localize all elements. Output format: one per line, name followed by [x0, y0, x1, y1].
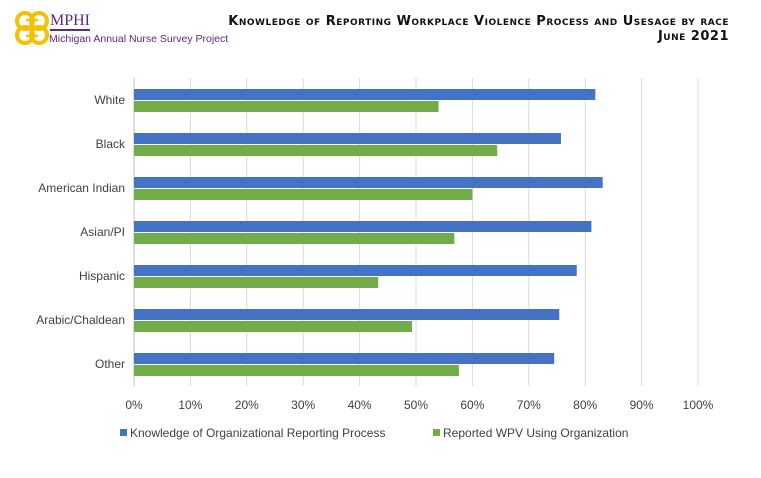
category-label: Hispanic	[79, 269, 125, 283]
bar-reported	[134, 321, 413, 332]
category-label: Asian/PI	[80, 225, 125, 239]
x-tick-label: 60%	[460, 398, 484, 412]
legend-label: Knowledge of Organizational Reporting Pr…	[130, 426, 385, 440]
chart-title: Knowledge of Reporting Workplace Violenc…	[228, 14, 729, 44]
bar-knowledge	[134, 133, 561, 144]
category-label: Arabic/Chaldean	[36, 313, 125, 327]
category-label: Other	[95, 357, 125, 371]
bar-knowledge	[134, 177, 603, 188]
bar-reported	[134, 233, 455, 244]
bar-knowledge	[134, 353, 555, 364]
mphi-logo-icon	[15, 11, 49, 45]
bar-reported	[134, 145, 498, 156]
bar-knowledge	[134, 89, 596, 100]
legend-swatch	[433, 429, 440, 436]
x-tick-label: 70%	[517, 398, 541, 412]
category-label: White	[94, 93, 125, 107]
category-label: Black	[96, 137, 126, 151]
legend-label: Reported WPV Using Organization	[443, 426, 628, 440]
bar-knowledge	[134, 309, 560, 320]
bar-reported	[134, 189, 473, 200]
category-label: American Indian	[38, 181, 125, 195]
x-tick-label: 10%	[178, 398, 202, 412]
x-tick-label: 100%	[683, 398, 714, 412]
x-tick-label: 40%	[348, 398, 372, 412]
logo-text: MPHI	[50, 12, 91, 31]
bar-knowledge	[134, 221, 592, 232]
title-line-1: Knowledge of Reporting Workplace Violenc…	[228, 14, 729, 29]
bar-reported	[134, 101, 439, 112]
x-tick-label: 80%	[573, 398, 597, 412]
bar-knowledge	[134, 265, 577, 276]
bar-reported	[134, 365, 459, 376]
legend-swatch	[120, 429, 127, 436]
x-tick-label: 90%	[630, 398, 654, 412]
title-line-2: June 2021	[657, 29, 729, 44]
logo-subtitle: Michigan Annual Nurse Survey Project	[49, 33, 229, 45]
x-tick-label: 50%	[404, 398, 428, 412]
x-tick-label: 30%	[291, 398, 315, 412]
x-tick-label: 0%	[125, 398, 143, 412]
bar-reported	[134, 277, 379, 288]
x-tick-label: 20%	[235, 398, 259, 412]
